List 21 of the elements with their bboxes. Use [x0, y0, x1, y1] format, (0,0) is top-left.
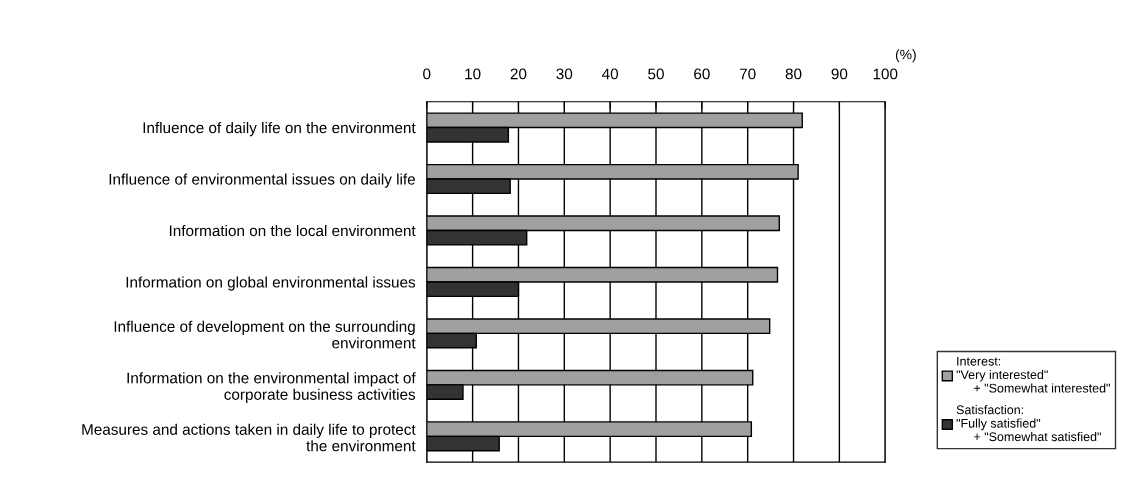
y-tick-label: Information on the local environment — [169, 224, 416, 237]
y-tick-label: Influence of development on the surrounding environment — [114, 320, 416, 349]
legend-label: Interest: "Very interested" + "Somewhat interested" — [956, 356, 1110, 393]
x-tick-label: 0 — [423, 68, 431, 80]
y-tick-label: Information on global environmental issues — [126, 276, 416, 291]
x-tick-label: 90 — [831, 68, 848, 80]
x-tick-label: 70 — [739, 68, 756, 80]
y-tick-label: Influence of daily life on the environment — [143, 121, 416, 137]
x-tick-label: 100 — [873, 68, 898, 80]
x-tick-label: 20 — [510, 68, 527, 80]
y-tick-label: Information on the environmental impact of corporate business activities — [127, 372, 416, 403]
legend-label: Satisfaction: "Fully satisfied" + "Somewhat satisfied" — [956, 405, 1101, 442]
x-tick-label: 30 — [556, 68, 573, 80]
x-axis-title: (%) — [895, 49, 916, 63]
x-tick-label: 60 — [694, 68, 710, 80]
y-tick-label: Influence of environmental issues on daily life — [109, 173, 415, 188]
x-tick-label: 40 — [602, 68, 619, 80]
x-tick-label: 10 — [465, 68, 481, 80]
x-tick-label: 50 — [648, 68, 664, 80]
y-tick-label: Measures and actions taken in daily life to protect the environment — [82, 423, 416, 452]
x-tick-label: 80 — [785, 68, 802, 80]
